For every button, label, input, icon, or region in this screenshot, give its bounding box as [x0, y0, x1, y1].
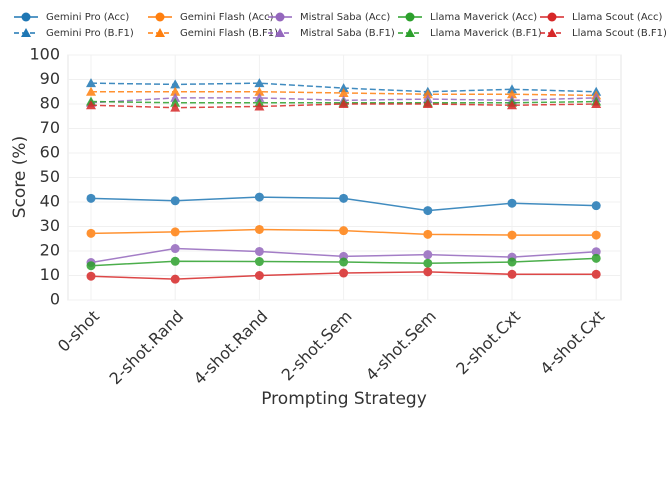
- x-tick-label: 2-shot.Cxt: [452, 307, 524, 379]
- point: [86, 261, 96, 271]
- point: [254, 86, 265, 96]
- series: [86, 192, 601, 216]
- point: [170, 274, 180, 284]
- legend-label: Gemini Pro (B.F1): [46, 28, 134, 39]
- y-axis-label: Score (%): [10, 136, 30, 218]
- legend-label: Gemini Flash (Acc): [180, 12, 274, 23]
- point: [275, 28, 285, 37]
- point: [423, 206, 433, 216]
- point: [591, 201, 601, 211]
- point: [338, 99, 349, 108]
- point: [423, 267, 433, 277]
- point: [275, 12, 285, 22]
- point: [591, 247, 601, 257]
- point: [422, 99, 433, 108]
- legend-label: Llama Scout (B.F1): [572, 28, 666, 39]
- point: [339, 268, 349, 278]
- y-tick-label: 60: [40, 143, 60, 162]
- y-tick-label: 30: [40, 216, 60, 235]
- point: [170, 256, 180, 266]
- point: [170, 97, 181, 107]
- point: [338, 87, 349, 97]
- point: [547, 28, 557, 37]
- point: [507, 84, 517, 94]
- point: [170, 86, 181, 96]
- point: [591, 269, 601, 279]
- series: [86, 253, 601, 271]
- point: [591, 253, 601, 263]
- point: [86, 271, 96, 281]
- point: [405, 28, 415, 37]
- y-tick-label: 70: [40, 118, 60, 137]
- x-axis-label: Prompting Strategy: [261, 389, 427, 409]
- point: [254, 271, 264, 280]
- point: [507, 89, 517, 99]
- point: [507, 230, 517, 240]
- series: [86, 224, 601, 240]
- legend-label: Mistral Saba (B.F1): [300, 28, 395, 39]
- legend-label: Gemini Pro (Acc): [46, 12, 129, 23]
- legend-label: Gemini Flash (B.F1): [180, 28, 278, 39]
- point: [254, 78, 265, 88]
- point: [21, 12, 31, 22]
- point: [339, 226, 349, 236]
- point: [170, 79, 181, 89]
- point: [339, 257, 349, 267]
- y-tick-label: 20: [40, 241, 60, 260]
- point: [339, 193, 349, 203]
- series: [86, 99, 602, 112]
- point: [422, 89, 433, 99]
- point: [86, 100, 96, 110]
- point: [254, 224, 264, 234]
- point: [86, 228, 96, 238]
- point: [21, 28, 31, 37]
- point: [155, 12, 165, 22]
- point: [507, 269, 517, 279]
- legend-label: Llama Maverick (Acc): [430, 12, 537, 23]
- y-tick-label: 50: [40, 167, 60, 186]
- point: [170, 102, 181, 112]
- point: [507, 257, 517, 267]
- point: [86, 86, 96, 96]
- point: [86, 78, 96, 88]
- point: [254, 192, 264, 202]
- point: [507, 100, 517, 110]
- point: [254, 246, 264, 256]
- point: [547, 12, 557, 22]
- y-tick-label: 10: [40, 265, 60, 284]
- point: [591, 99, 602, 108]
- y-tick-label: 90: [40, 69, 60, 88]
- x-tick-label: 4-shot.Sem: [362, 307, 440, 385]
- x-tick-label: 2-shot.Rand: [106, 307, 188, 389]
- legend-label: Llama Maverick (B.F1): [430, 28, 542, 39]
- x-tick-label: 4-shot.Rand: [190, 307, 272, 389]
- point: [338, 83, 349, 93]
- legend-label: Mistral Saba (Acc): [300, 12, 390, 23]
- y-tick-label: 100: [29, 45, 60, 64]
- point: [254, 257, 264, 267]
- y-tick-label: 40: [40, 192, 60, 211]
- x-tick-label: 4-shot.Cxt: [536, 307, 608, 379]
- point: [155, 28, 165, 37]
- x-tick-label: 0-shot: [54, 307, 103, 356]
- point: [507, 198, 517, 208]
- series: [86, 267, 601, 284]
- point: [423, 258, 433, 268]
- y-tick-label: 0: [50, 290, 60, 309]
- point: [170, 227, 180, 237]
- point: [405, 12, 415, 22]
- point: [254, 101, 265, 111]
- point: [423, 250, 433, 260]
- point: [591, 230, 601, 240]
- y-tick-label: 80: [40, 94, 60, 113]
- point: [423, 229, 433, 239]
- legend-label: Llama Scout (Acc): [572, 12, 662, 23]
- point: [170, 196, 180, 206]
- point: [86, 193, 96, 203]
- x-tick-label: 2-shot.Sem: [278, 307, 356, 385]
- point: [170, 92, 181, 102]
- point: [170, 244, 180, 254]
- point: [254, 92, 265, 102]
